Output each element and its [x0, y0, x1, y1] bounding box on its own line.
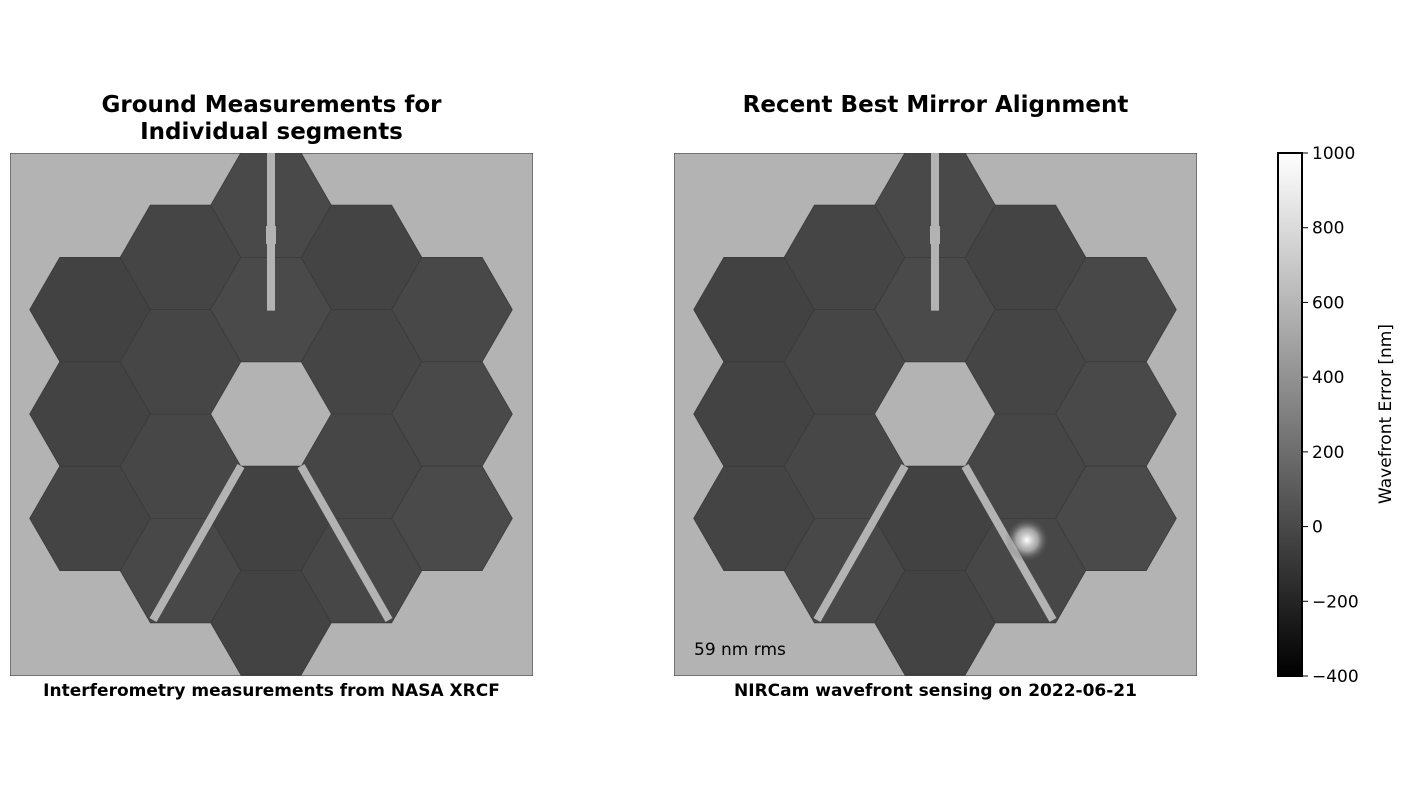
title-line: Recent Best Mirror Alignment: [742, 92, 1129, 118]
spider-left: [149, 464, 245, 622]
colorbar: 1000 800 600 400 200 0 −200 −400: [1277, 144, 1359, 687]
colorbar-tick-label: 1000: [1312, 144, 1355, 164]
title-line: Ground Measurements for: [101, 92, 442, 118]
panel-left-caption: Interferometry measurements from NASA XR…: [43, 681, 500, 701]
colorbar-tick-label: 800: [1312, 219, 1344, 239]
colorbar-gradient: [1277, 152, 1303, 677]
spider-left: [813, 464, 909, 622]
spider-mount: [930, 226, 940, 244]
colorbar-tick-label: −200: [1312, 592, 1359, 612]
title-line: Individual segments: [140, 119, 403, 145]
spider-right: [297, 464, 393, 622]
colorbar-tick-label: 600: [1312, 293, 1344, 313]
colorbar-tick-label: −400: [1312, 667, 1359, 687]
spider-mount: [266, 226, 276, 244]
panel-right-image: [674, 153, 1197, 676]
panel-right-title: Recent Best Mirror Alignment: [674, 92, 1197, 119]
rms-annotation: 59 nm rms: [694, 640, 786, 660]
mirror-segment: [391, 465, 513, 571]
bright-spot: [1005, 518, 1049, 562]
colorbar-tick-label: 400: [1312, 368, 1344, 388]
panel-right-caption: NIRCam wavefront sensing on 2022-06-21: [734, 681, 1137, 701]
colorbar-tick-label: 200: [1312, 443, 1344, 463]
colorbar-label: Wavefront Error [nm]: [1376, 324, 1396, 504]
colorbar-tick-label: 0: [1312, 518, 1323, 538]
panel-left-image: [10, 153, 533, 676]
panel-left-title: Ground Measurements for Individual segme…: [10, 92, 533, 146]
mirror-segment: [1055, 465, 1177, 571]
